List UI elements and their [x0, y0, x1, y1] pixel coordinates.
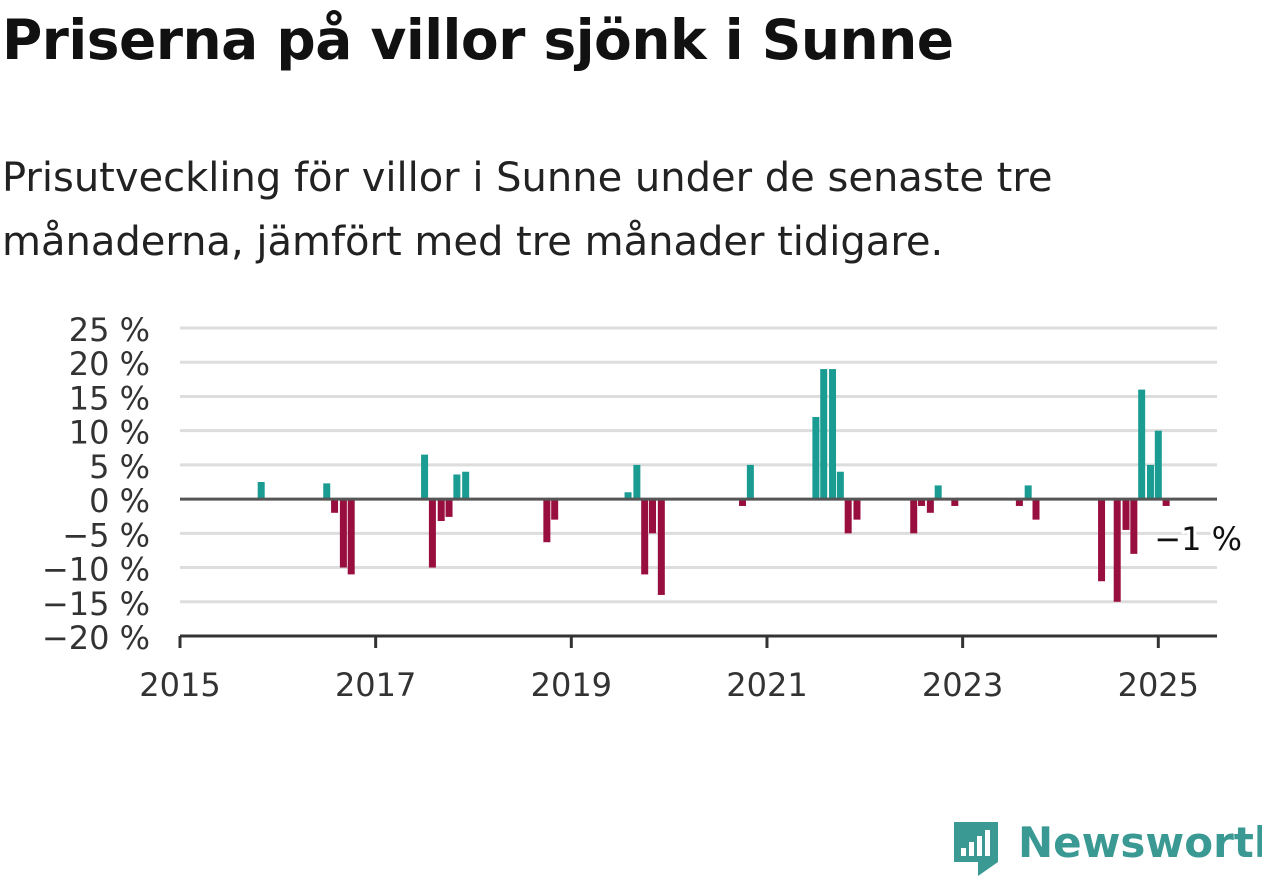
bar: [1113, 499, 1121, 602]
y-tick-label: 20 %: [69, 345, 150, 383]
bar: [812, 416, 820, 500]
y-tick-label: 5 %: [89, 448, 150, 486]
bar: [339, 499, 347, 568]
newsworthy-logo: Newsworthy: [950, 818, 1262, 878]
bar: [951, 499, 959, 506]
grid-lines: [180, 326, 1217, 604]
bars: [257, 369, 1170, 602]
bar: [1154, 430, 1162, 500]
bar: [428, 499, 436, 568]
bar: [1024, 485, 1032, 500]
bar: [836, 471, 844, 500]
annotations: −1 %: [1151, 517, 1245, 561]
bar: [257, 482, 265, 500]
bar: [1162, 499, 1170, 506]
bar: [853, 499, 861, 520]
y-tick-label: −10 %: [42, 551, 150, 589]
bar: [453, 474, 461, 500]
bar: [1138, 389, 1146, 500]
bar: [551, 499, 559, 520]
bar: [641, 499, 649, 575]
bar: [934, 485, 942, 500]
bar: [910, 499, 918, 534]
bar: [624, 492, 632, 500]
subtitle-line-2: månaderna, jämfört med tre månader tidig…: [2, 219, 944, 265]
bar: [926, 499, 934, 513]
y-tick-label: −5 %: [62, 516, 150, 554]
bar: [1130, 499, 1138, 554]
x-tick-label: 2025: [1118, 666, 1199, 704]
y-tick-label: −20 %: [42, 619, 150, 657]
bar: [844, 499, 852, 534]
bar: [445, 499, 453, 517]
x-tick-label: 2021: [726, 666, 807, 704]
bar: [1015, 499, 1023, 506]
x-tick-label: 2019: [531, 666, 612, 704]
bar: [739, 499, 747, 506]
bar: [437, 499, 445, 522]
bar: [746, 464, 754, 500]
bar: [331, 499, 339, 513]
axes: [178, 497, 1217, 648]
bar: [1122, 499, 1130, 530]
y-tick-label: 15 %: [69, 379, 150, 417]
x-tick-label: 2017: [335, 666, 416, 704]
bar: [829, 369, 837, 500]
subtitle-line-1: Prisutveckling för villor i Sunne under …: [2, 155, 1053, 201]
bar: [1032, 499, 1040, 520]
y-tick-labels: 25 %20 %15 %10 %5 %0 %−5 %−10 %−15 %−20 …: [42, 311, 150, 657]
newsworthy-logo-icon: [954, 822, 998, 876]
bar: [918, 499, 926, 506]
y-tick-label: −15 %: [42, 585, 150, 623]
x-tick-labels: 2015 2017 2019 2021 2023 2025: [139, 666, 1199, 704]
bar: [323, 483, 331, 500]
bar: [462, 471, 470, 500]
bar: [1098, 499, 1106, 582]
bar: [347, 499, 355, 575]
x-tick-label: 2023: [922, 666, 1003, 704]
chart-subtitle: Prisutveckling för villor i Sunne under …: [2, 146, 1202, 274]
bar: [657, 499, 665, 595]
bar: [633, 464, 641, 500]
bar: [820, 369, 828, 500]
annotation-label: −1 %: [1154, 520, 1242, 558]
x-tick-label: 2015: [139, 666, 220, 704]
y-tick-label: 10 %: [69, 414, 150, 452]
bar: [421, 454, 429, 500]
y-tick-label: 0 %: [89, 482, 150, 520]
y-tick-label: 25 %: [69, 311, 150, 349]
bar: [649, 499, 657, 534]
newsworthy-logo-text: Newsworthy: [1018, 818, 1262, 867]
bar: [543, 499, 551, 543]
bar: [1146, 464, 1154, 500]
bar-chart: 25 %20 %15 %10 %5 %0 %−5 %−10 %−15 %−20 …: [42, 311, 1245, 704]
chart-title: Priserna på villor sjönk i Sunne: [2, 8, 954, 72]
